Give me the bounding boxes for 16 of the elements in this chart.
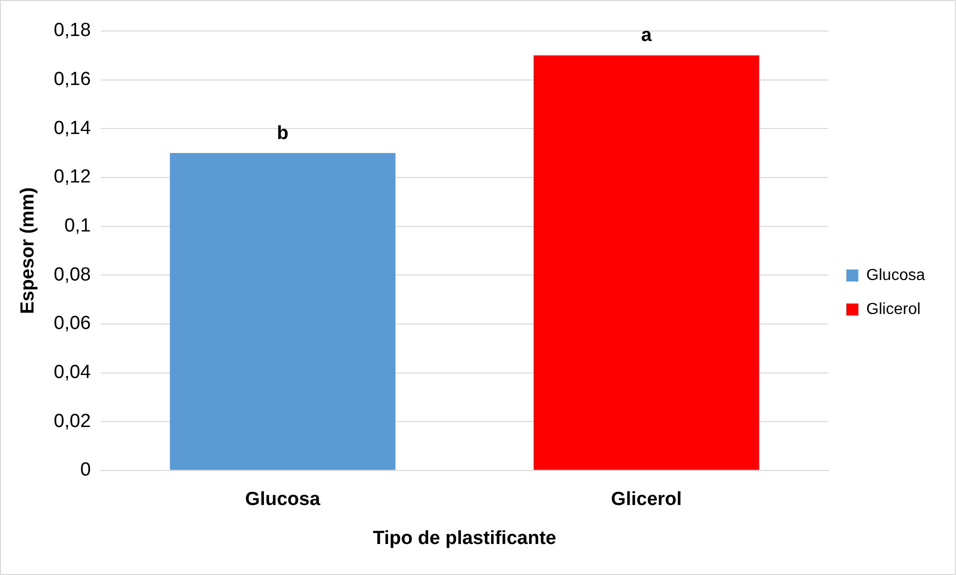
y-tick-label: 0,04 — [54, 362, 92, 383]
y-tick-label: 0,02 — [54, 410, 91, 432]
legend-label: Glucosa — [866, 266, 926, 284]
annotation: b — [276, 122, 288, 144]
y-tick-label: 0,1 — [64, 216, 91, 237]
y-tick-label: 0,14 — [54, 118, 92, 139]
y-tick-label: 0,18 — [54, 20, 91, 42]
annotation: a — [641, 25, 652, 46]
y-tick-label: 0,06 — [54, 313, 91, 334]
y-axis-title: Espesor (mm) — [18, 187, 39, 314]
y-tick-label: 0,08 — [54, 264, 91, 286]
legend-label: Glicerol — [866, 300, 921, 318]
x-axis-title: Tipo de plastificante — [372, 528, 556, 549]
y-tick-label: 0 — [80, 460, 91, 481]
y-tick-label: 0,12 — [54, 166, 91, 188]
y-tick-label: 0,16 — [54, 69, 91, 90]
